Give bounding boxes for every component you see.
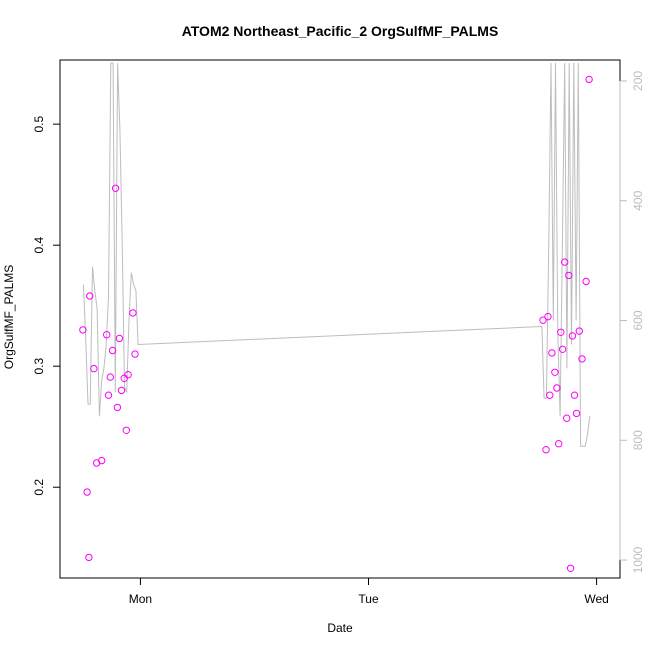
data-point xyxy=(122,426,131,434)
data-point xyxy=(90,364,98,373)
chart-title: ATOM2 Northeast_Pacific_2 OrgSulfMF_PALM… xyxy=(182,23,499,39)
data-point xyxy=(103,331,111,339)
data-point xyxy=(585,75,593,84)
data-point xyxy=(544,312,552,321)
x-axis-label: Date xyxy=(327,621,353,635)
data-point xyxy=(113,403,122,412)
series-line-path xyxy=(82,62,591,447)
data-point xyxy=(117,386,126,395)
data-point xyxy=(548,349,556,357)
data-point xyxy=(129,309,137,317)
data-point xyxy=(106,373,115,381)
y-axis: 0.2 0.3 0.4 0.5 xyxy=(32,115,61,496)
x-tick-label: Tue xyxy=(358,592,379,606)
data-point xyxy=(561,258,569,266)
y-tick-label: 0.3 xyxy=(32,358,46,375)
data-point xyxy=(86,292,94,300)
data-point xyxy=(115,334,124,343)
data-point xyxy=(558,345,567,353)
x-axis: Mon Tue Wed xyxy=(129,577,609,606)
y2-tick-label: 400 xyxy=(631,190,645,210)
line-series xyxy=(82,62,591,447)
data-point xyxy=(85,553,93,562)
data-point xyxy=(578,355,586,363)
y-tick-label: 0.5 xyxy=(32,115,46,132)
data-point xyxy=(104,391,113,399)
y2-tick-label: 600 xyxy=(631,310,645,330)
data-point xyxy=(565,271,573,280)
data-point xyxy=(98,456,106,465)
x-tick-label: Wed xyxy=(584,592,608,606)
data-point xyxy=(79,326,87,334)
data-point xyxy=(108,346,117,355)
data-point xyxy=(570,391,579,399)
data-point xyxy=(124,371,132,379)
data-point xyxy=(131,350,139,358)
y-tick-label: 0.2 xyxy=(32,479,46,496)
y-axis-label: OrgSulfMF_PALMS xyxy=(2,265,16,369)
data-point xyxy=(546,391,554,399)
data-point xyxy=(575,327,583,335)
y-tick-label: 0.4 xyxy=(32,237,46,254)
data-point xyxy=(582,277,590,286)
y2-tick-label: 1000 xyxy=(631,546,645,573)
y2-tick-label: 800 xyxy=(631,430,645,450)
data-point xyxy=(555,440,563,448)
right-y-axis: 200 400 600 800 1000 xyxy=(619,71,645,573)
data-point xyxy=(542,446,550,454)
data-point xyxy=(539,316,547,324)
data-point xyxy=(553,384,561,392)
data-point xyxy=(572,409,581,418)
scatter-series xyxy=(79,75,593,572)
x-tick-label: Mon xyxy=(129,592,152,606)
data-point xyxy=(551,368,559,376)
data-point xyxy=(111,184,120,193)
data-point xyxy=(563,414,571,422)
data-point xyxy=(557,328,565,336)
data-point xyxy=(83,488,91,496)
data-point xyxy=(566,564,575,572)
plot-frame xyxy=(59,59,621,579)
y2-tick-label: 200 xyxy=(631,71,645,91)
data-point xyxy=(568,332,577,340)
